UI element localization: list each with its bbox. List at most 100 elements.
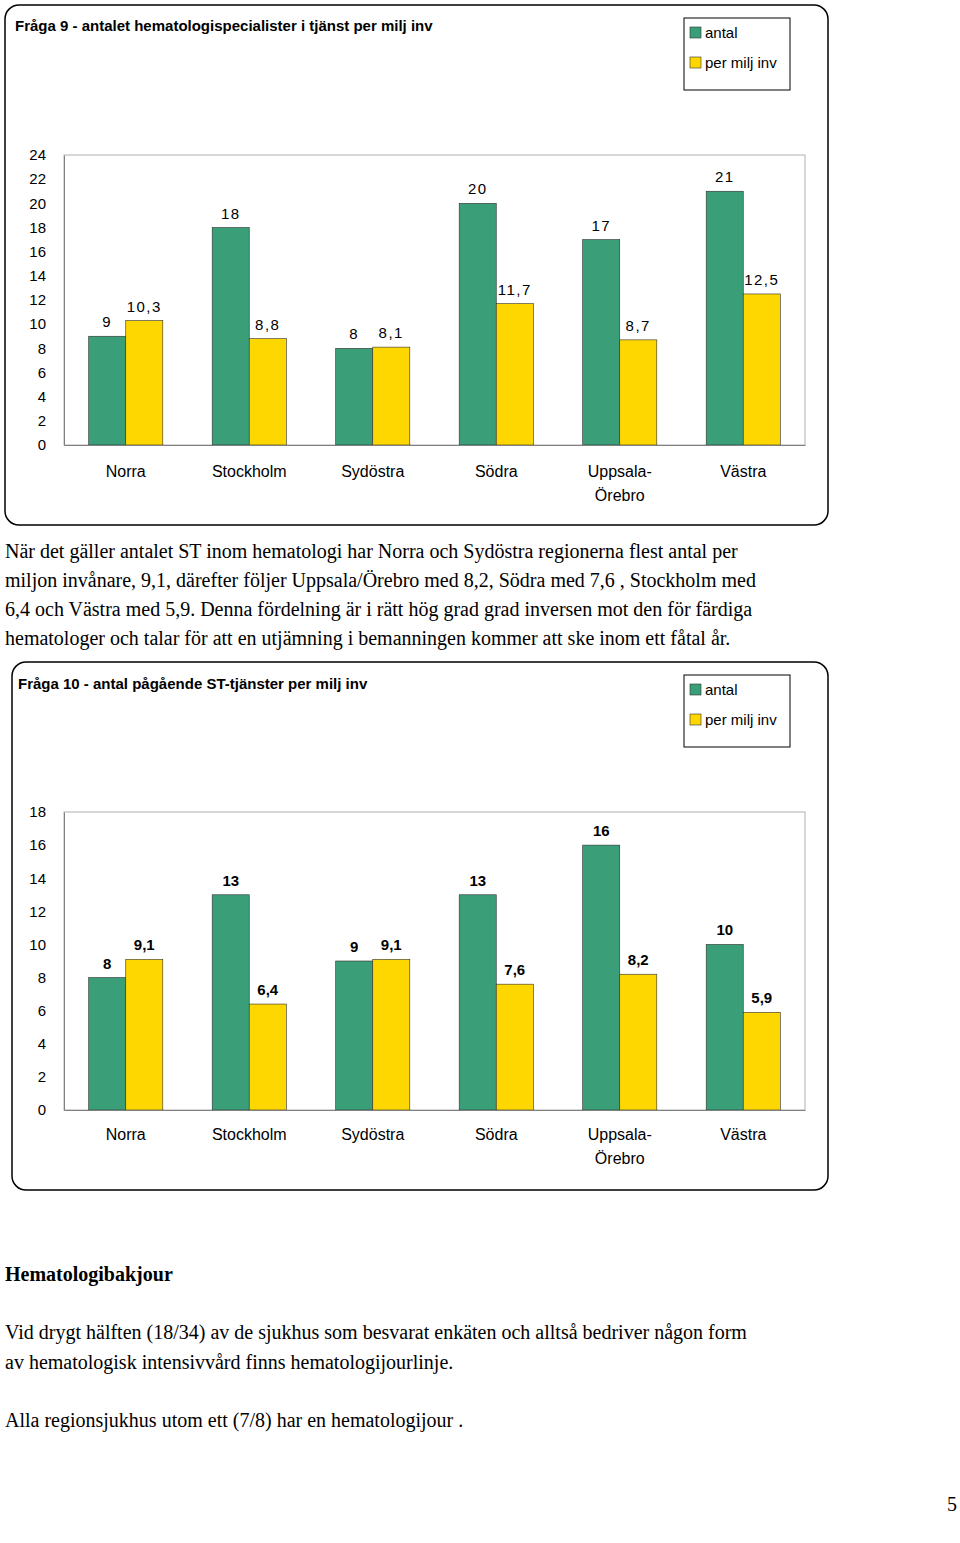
y-tick: 18	[29, 803, 64, 820]
bar	[583, 845, 620, 1110]
legend-label: per milj inv	[705, 711, 777, 728]
y-tick: 14	[29, 870, 64, 887]
chart: Fråga 10 - antal pågående ST-tjänster pe…	[12, 662, 828, 1190]
bar	[126, 321, 163, 445]
y-tick: 8	[38, 969, 64, 986]
y-tick: 6	[38, 364, 64, 381]
bar	[249, 1004, 286, 1110]
y-tick: 0	[38, 1101, 64, 1118]
tick-label: 16	[29, 243, 46, 260]
data-label: 8,2	[628, 951, 649, 968]
bar	[620, 974, 657, 1110]
bars	[89, 191, 781, 445]
paragraph-line: Alla regionsjukhus utom ett (7/8) har en…	[5, 1409, 463, 1432]
y-tick: 24	[29, 146, 64, 163]
bar	[212, 895, 249, 1110]
bars	[89, 845, 781, 1110]
legend-swatch	[690, 57, 701, 68]
x-tick: Sydöstra	[341, 445, 404, 480]
paragraph-line: miljon invånare, 9,1, därefter följer Up…	[5, 569, 756, 592]
data-label: 8,1	[379, 324, 404, 341]
tick-label: 4	[38, 388, 46, 405]
y-axis: 024681012141618	[29, 803, 64, 1118]
bar	[459, 895, 496, 1110]
bar	[89, 978, 126, 1110]
tick-label: Västra	[720, 1126, 766, 1143]
data-label: 7,6	[504, 961, 525, 978]
y-tick: 4	[38, 388, 64, 405]
axis-line	[64, 813, 65, 1111]
paragraph-line: 6,4 och Västra med 5,9. Denna fördelning…	[5, 598, 752, 621]
tick-label: Södra	[475, 463, 518, 480]
y-tick: 18	[29, 219, 64, 236]
y-tick: 2	[38, 1068, 64, 1085]
tick-label: 16	[29, 836, 46, 853]
y-tick: 0	[38, 436, 64, 453]
tick-label: 18	[29, 803, 46, 820]
plot-frame	[64, 812, 805, 1110]
bar	[706, 944, 743, 1110]
tick-label: Norra	[106, 1126, 146, 1143]
tick-label: 2	[38, 412, 46, 429]
data-label: 18	[221, 205, 241, 222]
data-label: 9,1	[381, 936, 402, 953]
data-label: 8	[103, 955, 111, 972]
data-label: 10	[716, 921, 733, 938]
bar	[373, 959, 410, 1110]
y-tick: 10	[29, 315, 64, 332]
y-tick: 10	[29, 936, 64, 953]
legend: antalper milj inv	[684, 675, 790, 747]
tick-label: Södra	[475, 1126, 518, 1143]
tick-label: 10	[29, 936, 46, 953]
x-tick: Sydöstra	[341, 1110, 404, 1143]
tick-label: 14	[29, 267, 46, 284]
data-label: 6,4	[257, 981, 279, 998]
paragraph-line: När det gäller antalet ST inom hematolog…	[5, 540, 738, 563]
tick-label: 0	[38, 1101, 46, 1118]
x-axis: Norra Stockholm Sydöstra Södra Uppsala-Örebr…	[65, 1110, 806, 1167]
tick-label: 22	[29, 170, 46, 187]
paragraph-line: Vid drygt hälften (18/34) av de sjukhus …	[5, 1321, 747, 1344]
legend-frame	[684, 18, 790, 90]
x-tick: Stockholm	[212, 1110, 287, 1143]
bar	[496, 984, 533, 1110]
tick-label: Sydöstra	[341, 1126, 404, 1143]
page-svg: Fråga 9 - antalet hematologispecialister…	[0, 0, 960, 1543]
paragraph-line: av hematologisk intensivvård finns hemat…	[5, 1351, 453, 1374]
paragraph-line: hematologer och talar för att en utjämni…	[5, 627, 730, 650]
x-tick: Södra	[475, 1110, 518, 1143]
y-tick: 20	[29, 195, 64, 212]
data-label: 16	[593, 822, 610, 839]
bar	[743, 294, 780, 445]
bar	[89, 336, 126, 445]
axis-line	[64, 156, 65, 446]
axis-line	[65, 445, 806, 446]
y-tick: 16	[29, 243, 64, 260]
data-label: 12,5	[744, 271, 779, 288]
bar	[459, 203, 496, 445]
heading: Hematologibakjour	[5, 1263, 173, 1286]
y-tick: 12	[29, 291, 64, 308]
tick-label: Sydöstra	[341, 463, 404, 480]
legend-swatch	[690, 714, 701, 725]
tick-label: 24	[29, 146, 46, 163]
tick-label: 20	[29, 195, 46, 212]
tick-label: Norra	[106, 463, 146, 480]
chart-title: Fråga 10 - antal pågående ST-tjänster pe…	[18, 675, 368, 692]
chart-frame	[12, 662, 828, 1190]
chart-title: Fråga 9 - antalet hematologispecialister…	[15, 17, 433, 34]
bar	[126, 959, 163, 1110]
tick-label: 4	[38, 1035, 46, 1052]
axis-line	[65, 1110, 806, 1111]
tick-label: Stockholm	[212, 1126, 287, 1143]
y-tick: 16	[29, 836, 64, 853]
bar	[743, 1012, 780, 1110]
tick-label: 10	[29, 315, 46, 332]
x-tick: Norra	[106, 1110, 146, 1143]
tick-label: Stockholm	[212, 463, 287, 480]
data-label: 9	[102, 313, 112, 330]
y-tick: 2	[38, 412, 64, 429]
tick-label: 0	[38, 436, 46, 453]
y-tick: 14	[29, 267, 64, 284]
tick-label: Uppsala-Örebro	[588, 1126, 652, 1167]
